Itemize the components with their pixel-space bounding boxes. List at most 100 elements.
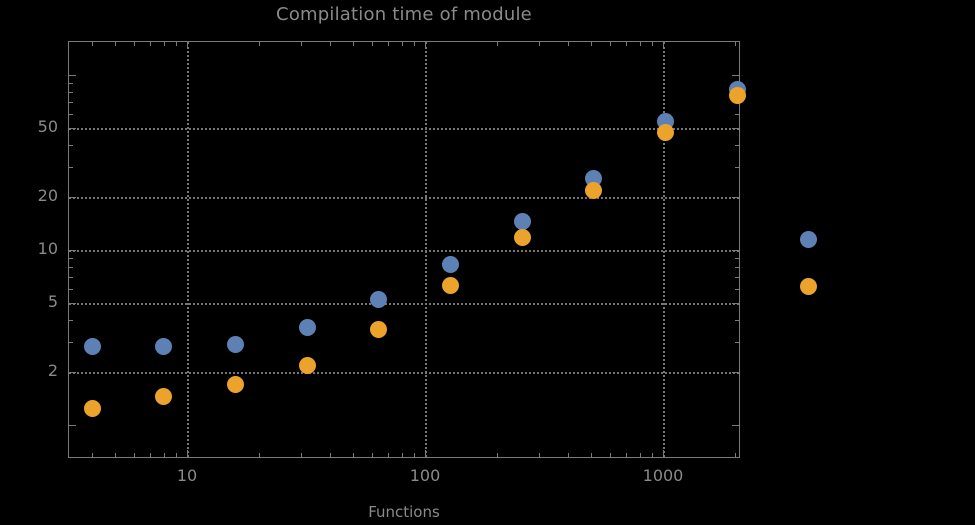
y-minor-tick [69,128,76,129]
y-minor-tick [732,128,739,129]
data-point-series-b[interactable] [513,228,531,246]
chart-title: Compilation time of module [276,4,532,25]
x-minor-tick [652,453,653,457]
y-minor-tick [69,102,73,103]
y-minor-tick [69,114,73,115]
data-point-series-b[interactable] [83,399,101,417]
y-minor-tick [69,197,76,198]
y-minor-tick [732,372,739,373]
x-minor-tick [115,42,116,46]
x-minor-tick [259,42,260,46]
y-minor-tick [69,277,73,278]
x-minor-tick [301,453,302,457]
data-point-series-b[interactable] [370,321,388,339]
y-minor-tick [69,92,73,93]
data-point-series-a[interactable] [800,230,818,248]
data-point-series-b[interactable] [585,181,603,199]
x-minor-tick [353,42,354,46]
y-gridline [69,250,739,252]
x-minor-tick [425,450,426,457]
data-point-series-a[interactable] [155,338,173,356]
x-minor-tick [735,453,736,457]
y-gridline [69,372,739,375]
x-minor-tick [187,450,188,457]
x-minor-tick [497,42,498,46]
x-minor-tick [92,42,93,46]
y-tick-label: 10 [37,239,58,258]
data-point-series-b[interactable] [298,356,316,374]
data-point-series-a[interactable] [227,335,245,353]
y-minor-tick [69,145,73,146]
x-minor-tick [330,453,331,457]
y-minor-tick [69,83,73,84]
data-point-series-a[interactable] [370,291,388,309]
y-minor-tick [69,289,73,290]
y-minor-tick [735,289,739,290]
data-point-series-a[interactable] [83,338,101,356]
x-minor-tick [735,42,736,46]
y-minor-tick [69,303,76,304]
x-minor-tick [164,42,165,46]
y-minor-tick [735,267,739,268]
x-minor-tick [164,453,165,457]
x-minor-tick [640,42,641,46]
y-minor-tick [69,75,76,76]
data-point-series-a[interactable] [298,319,316,337]
x-minor-tick [150,42,151,46]
data-point-series-b[interactable] [155,388,173,406]
x-tick-label: 100 [409,466,441,485]
x-minor-tick [388,453,389,457]
x-minor-tick [115,453,116,457]
y-tick-label: 20 [37,186,58,206]
y-gridline [69,127,739,130]
y-minor-tick [735,167,739,168]
data-point-series-b[interactable] [227,376,245,394]
x-minor-tick [568,453,569,457]
x-minor-tick [372,42,373,46]
y-minor-tick [69,342,73,343]
x-minor-tick [626,42,627,46]
y-minor-tick [735,320,739,321]
data-point-series-b[interactable] [728,87,746,105]
data-point-series-b[interactable] [656,123,674,141]
x-minor-tick [402,42,403,46]
y-minor-tick [732,250,739,251]
data-point-series-a[interactable] [442,255,460,273]
x-minor-tick [539,453,540,457]
x-minor-tick [301,42,302,46]
x-minor-tick [591,42,592,46]
y-minor-tick [69,267,73,268]
y-minor-tick [732,197,739,198]
x-gridline [187,42,189,457]
x-minor-tick [414,42,415,46]
y-minor-tick [735,145,739,146]
y-minor-tick [69,258,73,259]
data-point-series-b[interactable] [442,276,460,294]
y-minor-tick [69,320,73,321]
data-point-series-a[interactable] [513,213,531,231]
x-axis-title: Functions [368,503,440,521]
y-minor-tick [69,425,76,426]
x-minor-tick [626,453,627,457]
x-minor-tick [610,453,611,457]
x-minor-tick [176,453,177,457]
y-minor-tick [69,167,73,168]
x-minor-tick [640,453,641,457]
y-minor-tick [732,75,739,76]
x-minor-tick [134,42,135,46]
y-minor-tick [732,303,739,304]
y-minor-tick [732,425,739,426]
y-tick-label: 5 [47,291,58,311]
x-minor-tick [402,453,403,457]
y-tick-label: 2 [47,361,58,381]
x-minor-tick [134,453,135,457]
y-gridline [69,197,739,200]
x-minor-tick [539,42,540,46]
data-point-series-b[interactable] [800,277,818,295]
x-minor-tick [497,453,498,457]
x-minor-tick [425,42,426,49]
x-minor-tick [591,453,592,457]
x-minor-tick [414,453,415,457]
x-minor-tick [259,453,260,457]
y-gridline [69,302,739,305]
